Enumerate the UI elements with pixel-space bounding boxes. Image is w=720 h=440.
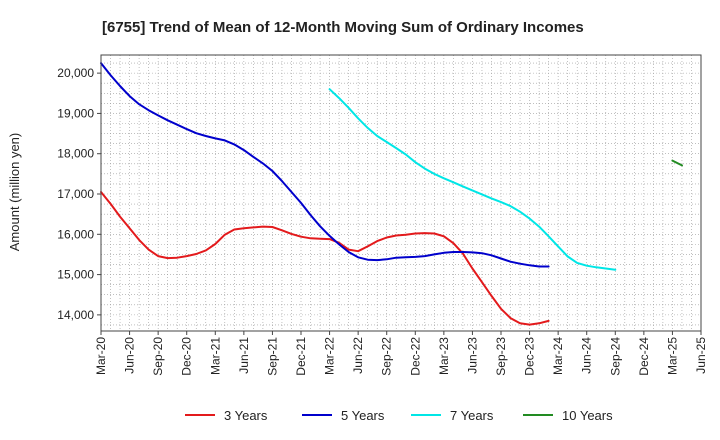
x-tick-label: Sep-20 bbox=[151, 337, 165, 376]
series-layer bbox=[100, 62, 683, 326]
x-axis-ticks: Mar-20 Jun-20 Sep-20 Dec-20 Mar-21 Jun-21 Sep-… bbox=[94, 331, 708, 376]
y-tick-label: 14,000 bbox=[57, 308, 94, 322]
legend-label-10-years: 10 Years bbox=[562, 408, 613, 423]
legend-label-5-years: 5 Years bbox=[341, 408, 385, 423]
x-tick-label: Dec-24 bbox=[637, 337, 651, 376]
legend-label-3-years: 3 Years bbox=[224, 408, 268, 423]
x-tick-label: Jun-22 bbox=[351, 337, 365, 374]
x-tick-label: Jun-25 bbox=[694, 337, 708, 374]
x-tick-label: Dec-22 bbox=[408, 337, 422, 376]
x-tick-label: Mar-22 bbox=[323, 337, 337, 375]
x-tick-label: Sep-23 bbox=[494, 337, 508, 376]
x-tick-label: Mar-24 bbox=[551, 337, 565, 375]
vertical-gridlines bbox=[110, 55, 692, 331]
x-tick-label: Jun-21 bbox=[237, 337, 251, 374]
x-tick-label: Jun-24 bbox=[580, 337, 594, 374]
legend-label-7-years: 7 Years bbox=[450, 408, 494, 423]
horizontal-gridlines bbox=[101, 62, 701, 326]
x-tick-label: Mar-23 bbox=[437, 337, 451, 375]
x-tick-label: Sep-24 bbox=[608, 337, 622, 376]
series-line-10-years bbox=[671, 159, 683, 167]
x-tick-label: Dec-23 bbox=[523, 337, 537, 376]
x-tick-label: Jun-20 bbox=[123, 337, 137, 374]
x-tick-label: Jun-23 bbox=[465, 337, 479, 374]
legend: 3 Years 5 Years 7 Years 10 Years bbox=[185, 408, 613, 423]
x-tick-label: Mar-20 bbox=[94, 337, 108, 375]
y-tick-label: 17,000 bbox=[57, 187, 94, 201]
plot-frame bbox=[100, 54, 702, 332]
x-tick-label: Mar-25 bbox=[665, 337, 679, 375]
series-line-7-years bbox=[328, 88, 617, 271]
x-tick-label: Dec-21 bbox=[294, 337, 308, 376]
y-tick-label: 19,000 bbox=[57, 106, 94, 120]
x-tick-label: Dec-20 bbox=[180, 337, 194, 376]
y-tick-label: 15,000 bbox=[57, 268, 94, 282]
y-tick-label: 16,000 bbox=[57, 227, 94, 241]
chart-title: [6755] Trend of Mean of 12-Month Moving … bbox=[102, 19, 584, 36]
x-tick-label: Sep-21 bbox=[265, 337, 279, 376]
y-axis-ticks: 14,000 15,000 16,000 17,000 18,000 19,000 20,0… bbox=[57, 66, 101, 322]
y-axis-title: Amount (million yen) bbox=[7, 133, 22, 252]
y-tick-label: 18,000 bbox=[57, 147, 94, 161]
plot-area bbox=[101, 55, 701, 331]
x-tick-label: Sep-22 bbox=[380, 337, 394, 376]
series-line-5-years bbox=[100, 62, 550, 268]
y-tick-label: 20,000 bbox=[57, 66, 94, 80]
series-line-3-years bbox=[100, 191, 550, 326]
x-tick-label: Mar-21 bbox=[208, 337, 222, 375]
